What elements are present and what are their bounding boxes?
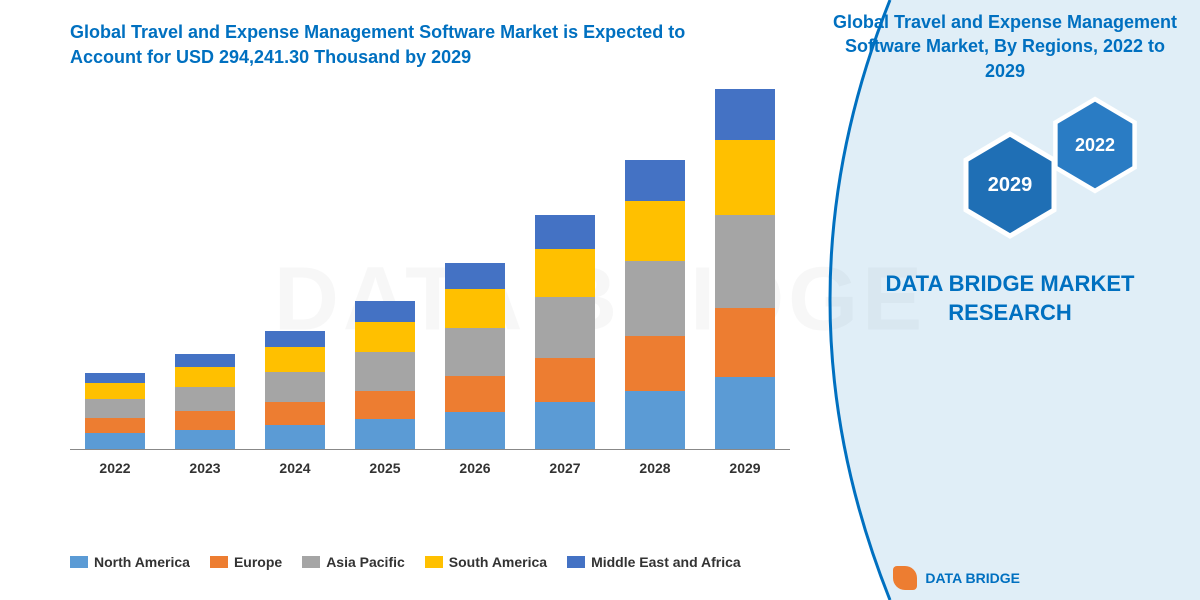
bar-segment <box>445 289 505 328</box>
x-axis-label: 2024 <box>265 460 325 476</box>
bar-segment <box>355 391 415 419</box>
x-axis-label: 2028 <box>625 460 685 476</box>
bar-segment <box>85 418 145 433</box>
legend-item: Europe <box>210 554 282 570</box>
x-axis-label: 2027 <box>535 460 595 476</box>
legend-item: South America <box>425 554 547 570</box>
bar-segment <box>175 387 235 412</box>
bar-segment <box>445 376 505 412</box>
legend-label: North America <box>94 554 190 570</box>
bar-group <box>355 301 415 449</box>
bar-segment <box>265 331 325 348</box>
legend-swatch <box>70 556 88 568</box>
bar-segment <box>265 402 325 425</box>
bar-segment <box>715 308 775 377</box>
bar-segment <box>265 347 325 372</box>
bar-segment <box>175 354 235 367</box>
brand-line-2: RESEARCH <box>860 299 1160 328</box>
bar-segment <box>355 419 415 449</box>
bar-group <box>535 215 595 449</box>
bar-segment <box>715 89 775 140</box>
bar-segment <box>265 425 325 449</box>
chart-title: Global Travel and Expense Management Sof… <box>70 20 750 70</box>
brand-logo: DATA BRIDGE <box>893 566 1020 590</box>
logo-text: DATA BRIDGE <box>925 570 1020 586</box>
logo-icon <box>893 566 917 590</box>
bar-group <box>265 331 325 450</box>
bar-segment <box>445 328 505 376</box>
x-axis-label: 2023 <box>175 460 235 476</box>
bar-segment <box>265 372 325 403</box>
chart-panel: Global Travel and Expense Management Sof… <box>0 0 810 600</box>
hexagon-2022-label: 2022 <box>1075 135 1115 156</box>
bar-segment <box>85 433 145 449</box>
brand-text: DATA BRIDGE MARKET RESEARCH <box>860 270 1160 327</box>
bar-segment <box>355 322 415 353</box>
right-panel-title: Global Travel and Expense Management Sof… <box>830 10 1180 83</box>
bar-segment <box>535 297 595 358</box>
chart-area: 2022 2023 2024 2025 2026 2027 2028 2029 <box>70 90 790 490</box>
bar-segment <box>85 373 145 384</box>
bar-segment <box>625 261 685 336</box>
bar-segment <box>535 249 595 297</box>
x-axis-label: 2026 <box>445 460 505 476</box>
chart-legend: North America Europe Asia Pacific South Ame… <box>70 554 810 570</box>
legend-label: Europe <box>234 554 282 570</box>
x-axis-label: 2029 <box>715 460 775 476</box>
hexagon-2029: 2029 <box>960 130 1060 240</box>
bar-segment <box>85 399 145 418</box>
bar-segment <box>625 391 685 449</box>
bar-group <box>175 354 235 449</box>
x-axis-label: 2022 <box>85 460 145 476</box>
bar-segment <box>445 412 505 449</box>
bar-segment <box>355 352 415 391</box>
bar-segment <box>535 358 595 403</box>
bar-segment <box>535 215 595 248</box>
legend-item: North America <box>70 554 190 570</box>
legend-swatch <box>302 556 320 568</box>
x-axis-labels: 2022 2023 2024 2025 2026 2027 2028 2029 <box>70 460 790 476</box>
bar-segment <box>175 367 235 386</box>
bars-container <box>70 90 790 450</box>
bar-segment <box>85 383 145 399</box>
x-axis-label: 2025 <box>355 460 415 476</box>
bar-segment <box>625 201 685 261</box>
bar-segment <box>715 140 775 215</box>
legend-swatch <box>567 556 585 568</box>
hexagon-2029-label: 2029 <box>988 174 1033 197</box>
bar-segment <box>445 263 505 289</box>
legend-item: Middle East and Africa <box>567 554 741 570</box>
legend-swatch <box>425 556 443 568</box>
legend-label: Asia Pacific <box>326 554 405 570</box>
bar-segment <box>715 215 775 308</box>
bar-group <box>715 89 775 449</box>
legend-swatch <box>210 556 228 568</box>
bar-segment <box>625 160 685 201</box>
bar-segment <box>715 377 775 449</box>
bar-segment <box>625 336 685 391</box>
bar-segment <box>355 301 415 322</box>
hexagon-2022: 2022 <box>1050 95 1140 195</box>
legend-item: Asia Pacific <box>302 554 405 570</box>
legend-label: South America <box>449 554 547 570</box>
bar-segment <box>175 430 235 449</box>
legend-label: Middle East and Africa <box>591 554 741 570</box>
bar-segment <box>175 411 235 429</box>
brand-line-1: DATA BRIDGE MARKET <box>860 270 1160 299</box>
bar-group <box>625 160 685 449</box>
right-panel: Global Travel and Expense Management Sof… <box>810 0 1200 600</box>
bar-group <box>445 263 505 449</box>
bar-group <box>85 373 145 449</box>
bar-segment <box>535 402 595 449</box>
